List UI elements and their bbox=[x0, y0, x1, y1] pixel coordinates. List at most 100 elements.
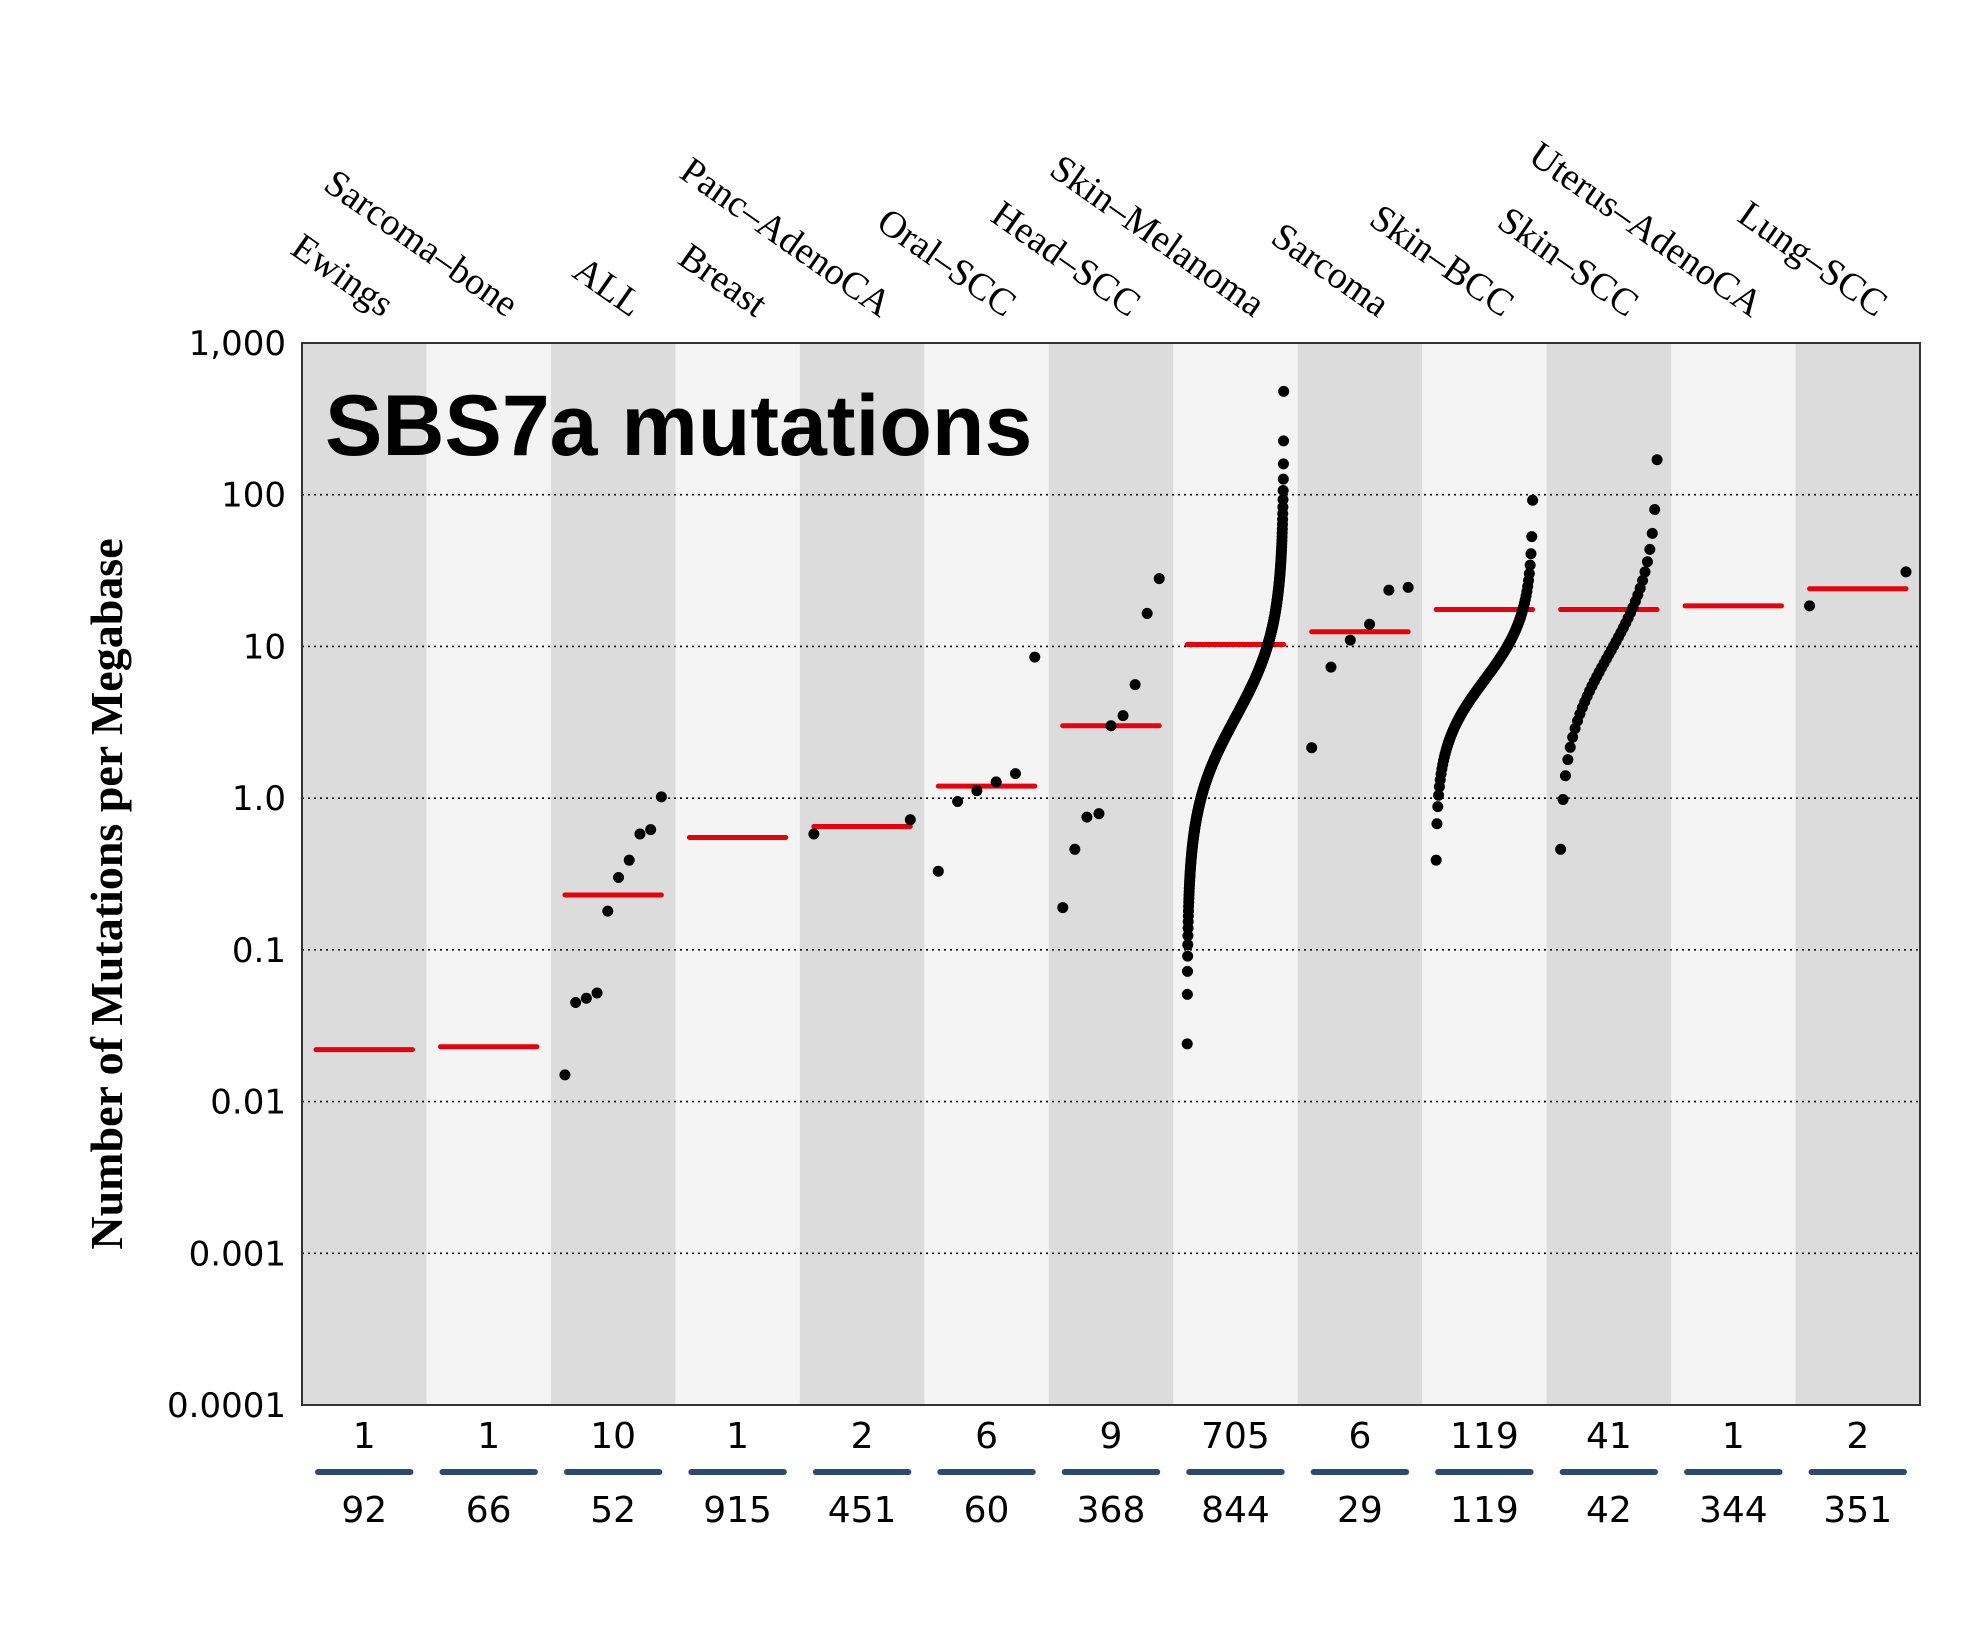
data-point bbox=[1182, 965, 1194, 977]
y-tick-label: 0.01 bbox=[210, 1083, 286, 1123]
data-point bbox=[1646, 527, 1658, 539]
data-point bbox=[1567, 731, 1579, 743]
y-tick-label: 1,000 bbox=[189, 324, 286, 364]
y-tick-label: 0.1 bbox=[232, 931, 286, 971]
data-point bbox=[634, 828, 646, 840]
data-point bbox=[1524, 559, 1536, 571]
data-point bbox=[591, 987, 603, 999]
data-point bbox=[1383, 584, 1395, 596]
positive-count: 119 bbox=[1450, 1416, 1519, 1457]
data-point bbox=[1181, 1038, 1193, 1050]
data-point bbox=[1182, 939, 1194, 951]
data-point bbox=[1525, 548, 1537, 560]
positive-count: 2 bbox=[1846, 1416, 1869, 1457]
data-point bbox=[1009, 768, 1021, 780]
data-point bbox=[1559, 770, 1571, 782]
data-point bbox=[1182, 950, 1194, 962]
positive-count: 41 bbox=[1586, 1416, 1632, 1457]
data-point bbox=[645, 824, 657, 836]
data-point bbox=[1277, 458, 1289, 470]
data-point bbox=[1564, 741, 1576, 753]
data-point bbox=[559, 1069, 571, 1081]
data-point bbox=[1278, 385, 1290, 397]
y-axis-ticks: 1,000 100 10 1.0 0.1 0.01 0.001 0.0001 bbox=[167, 324, 286, 1426]
data-point bbox=[1277, 484, 1289, 496]
total-count: 29 bbox=[1337, 1490, 1383, 1531]
y-tick-label: 0.0001 bbox=[167, 1386, 286, 1426]
total-count: 60 bbox=[964, 1490, 1010, 1531]
data-point bbox=[580, 992, 592, 1004]
category-label: Skin–Melanoma bbox=[1043, 147, 1273, 326]
band-5 bbox=[924, 343, 1050, 1405]
total-count: 368 bbox=[1077, 1490, 1146, 1531]
positive-count: 9 bbox=[1100, 1416, 1123, 1457]
y-axis-label: Number of Mutations per Megabase bbox=[81, 538, 132, 1249]
positive-count: 6 bbox=[975, 1416, 998, 1457]
data-point bbox=[1325, 661, 1337, 673]
data-point bbox=[1644, 543, 1656, 555]
data-point bbox=[1277, 494, 1289, 506]
data-point bbox=[1430, 854, 1442, 866]
data-point bbox=[1081, 811, 1093, 823]
data-point bbox=[1364, 618, 1376, 630]
band-6 bbox=[1048, 343, 1174, 1405]
data-point bbox=[1277, 473, 1289, 485]
total-count: 66 bbox=[466, 1490, 512, 1531]
total-count: 52 bbox=[590, 1490, 636, 1531]
data-point bbox=[932, 865, 944, 877]
data-point bbox=[1900, 566, 1912, 578]
y-tick-label: 0.001 bbox=[189, 1234, 286, 1274]
data-point bbox=[602, 905, 614, 917]
data-point bbox=[1153, 573, 1165, 585]
total-count: 42 bbox=[1586, 1490, 1632, 1531]
positive-count: 1 bbox=[353, 1416, 376, 1457]
data-point bbox=[1181, 988, 1193, 1000]
total-count: 92 bbox=[341, 1490, 387, 1531]
data-point bbox=[1402, 581, 1414, 593]
data-point bbox=[990, 776, 1002, 788]
data-point bbox=[1641, 556, 1653, 568]
total-count: 451 bbox=[828, 1490, 897, 1531]
data-point bbox=[1029, 651, 1041, 663]
data-point bbox=[1306, 742, 1318, 754]
data-point bbox=[1431, 818, 1443, 830]
y-tick-label: 1.0 bbox=[232, 779, 286, 819]
positive-count: 1 bbox=[726, 1416, 749, 1457]
data-point bbox=[613, 871, 625, 883]
data-point bbox=[904, 814, 916, 826]
data-point bbox=[1344, 634, 1356, 646]
total-count: 351 bbox=[1823, 1490, 1892, 1531]
data-point bbox=[1649, 504, 1661, 516]
data-point bbox=[1523, 568, 1535, 580]
data-point bbox=[952, 796, 964, 808]
band-2 bbox=[550, 343, 676, 1405]
positive-count: 10 bbox=[590, 1416, 636, 1457]
band-1 bbox=[426, 343, 552, 1405]
data-point bbox=[1141, 607, 1153, 619]
positive-count: 1 bbox=[477, 1416, 500, 1457]
data-point bbox=[1129, 679, 1141, 691]
data-point bbox=[1105, 720, 1117, 732]
data-point bbox=[1637, 575, 1649, 587]
band-0 bbox=[302, 343, 427, 1405]
band-10 bbox=[1546, 343, 1672, 1405]
data-point bbox=[1526, 531, 1538, 543]
data-point bbox=[1555, 843, 1567, 855]
plot-frame bbox=[301, 342, 1921, 1406]
total-count: 844 bbox=[1201, 1490, 1270, 1531]
data-point bbox=[1117, 710, 1129, 722]
category-label: ALL bbox=[565, 249, 650, 326]
category-label: Breast bbox=[671, 235, 775, 325]
y-tick-label: 100 bbox=[221, 476, 286, 516]
data-point bbox=[655, 791, 667, 803]
band-8 bbox=[1297, 343, 1423, 1405]
category-bands bbox=[302, 343, 1921, 1405]
data-point bbox=[1432, 801, 1444, 813]
band-3 bbox=[675, 343, 801, 1405]
band-4 bbox=[799, 343, 925, 1405]
chart-title: SBS7a mutations bbox=[325, 378, 1032, 474]
positive-count: 705 bbox=[1201, 1416, 1270, 1457]
data-point bbox=[1557, 794, 1569, 806]
